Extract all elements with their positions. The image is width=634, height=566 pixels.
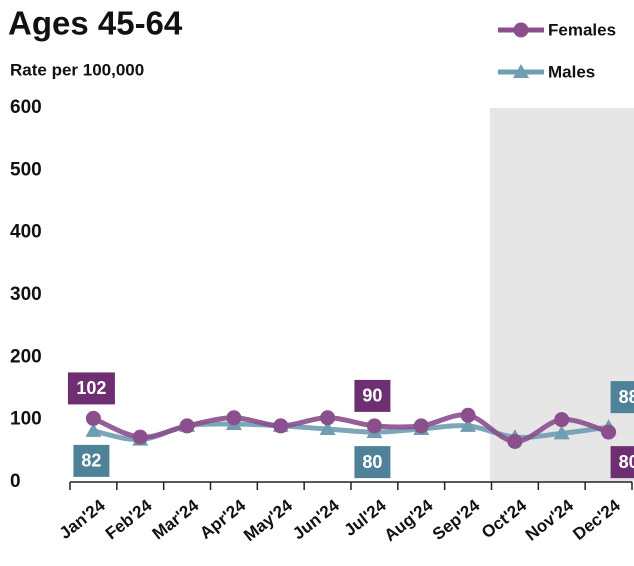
x-tick-label: May'24 (240, 495, 296, 545)
data-label-box (610, 446, 634, 479)
point (226, 410, 242, 426)
legend-label: Males (548, 62, 595, 81)
data-label: 80 (362, 452, 382, 472)
data-label: 80 (619, 452, 634, 472)
point (601, 424, 617, 440)
x-tick-label: Feb'24 (102, 495, 156, 543)
point (366, 418, 382, 434)
data-label: 82 (81, 451, 101, 471)
point (132, 429, 148, 445)
point (320, 410, 336, 426)
point (85, 422, 102, 437)
chart-title: Ages 45-64 (8, 5, 183, 42)
x-tick-label: Nov'24 (522, 495, 578, 544)
data-label-box (67, 372, 115, 405)
legend-marker (513, 64, 529, 78)
x-tick-label: Jan'24 (56, 495, 109, 542)
point (460, 407, 476, 423)
data-label-box (610, 381, 634, 414)
x-tick-label: Mar'24 (149, 495, 203, 543)
y-tick-label: 400 (10, 222, 42, 243)
y-tick-label: 500 (10, 159, 42, 180)
point (413, 418, 429, 434)
data-label-box (73, 444, 110, 477)
point (85, 410, 101, 426)
chart-subtitle: Rate per 100,000 (10, 60, 144, 79)
data-label-box (354, 379, 391, 412)
point (553, 425, 570, 440)
point (507, 433, 523, 449)
x-tick-label: Oct'24 (478, 495, 531, 542)
point (273, 418, 289, 434)
y-tick-label: 0 (10, 471, 21, 492)
point (460, 417, 477, 432)
point (319, 421, 336, 436)
legend-marker (513, 22, 529, 38)
data-label: 90 (362, 386, 382, 406)
y-tick-label: 200 (10, 346, 42, 367)
x-tick-label: Dec'24 (569, 495, 624, 544)
y-tick-label: 300 (10, 284, 42, 305)
x-tick-label: Apr'24 (196, 495, 249, 542)
y-tick-label: 600 (10, 97, 42, 118)
x-tick-label: Jun'24 (289, 495, 343, 543)
data-label: 88 (619, 387, 634, 407)
y-tick-label: 100 (10, 409, 42, 430)
x-tick-label: Sep'24 (429, 495, 484, 544)
point (554, 412, 570, 428)
data-label: 102 (76, 378, 106, 398)
point (179, 418, 195, 434)
data-label-box (354, 446, 391, 479)
x-tick-label: Aug'24 (381, 495, 437, 545)
legend-label: Females (548, 20, 616, 39)
